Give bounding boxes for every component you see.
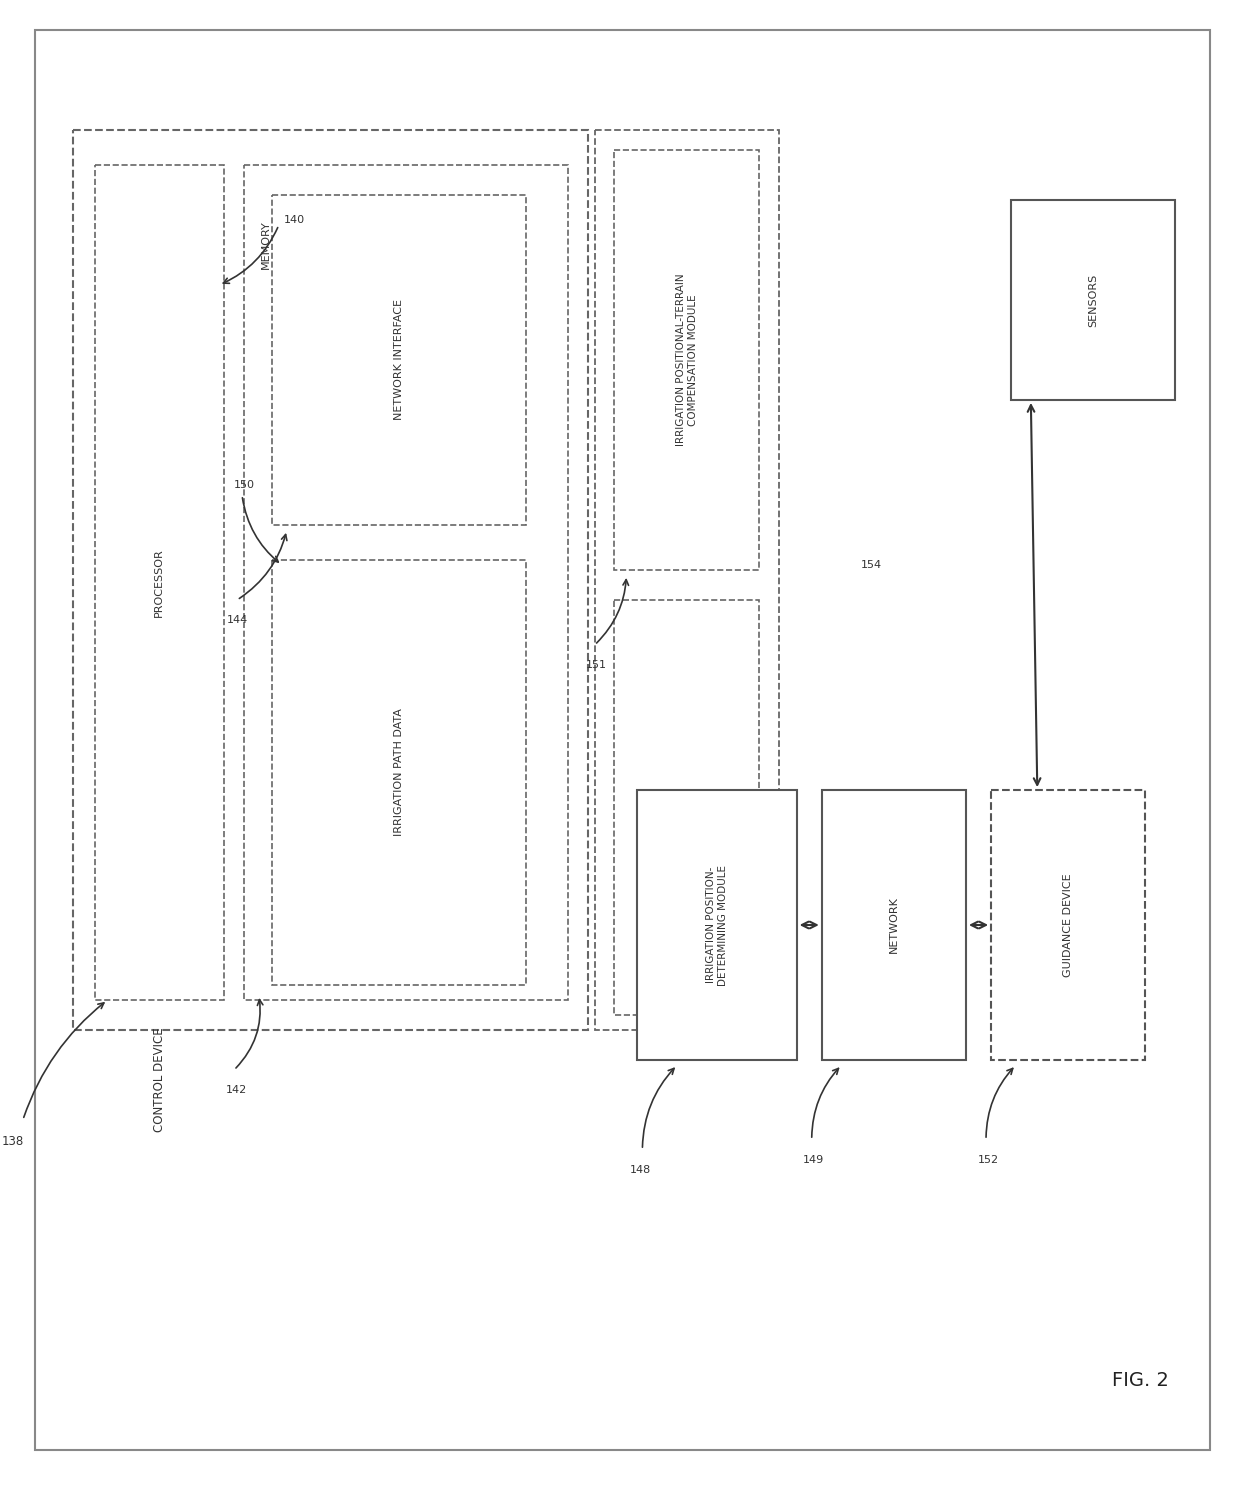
Text: CONTROL DEVICE: CONTROL DEVICE bbox=[153, 1028, 166, 1132]
Text: IRRIGATION POSITIONAL-TERRAIN
COMPENSATION MODULE: IRRIGATION POSITIONAL-TERRAIN COMPENSATI… bbox=[676, 273, 698, 447]
Text: PROCESSOR: PROCESSOR bbox=[154, 548, 165, 616]
Text: 140: 140 bbox=[284, 215, 305, 226]
Bar bbox=[1011, 200, 1176, 399]
Bar bbox=[94, 165, 224, 999]
Text: 150: 150 bbox=[233, 480, 254, 490]
Text: FIG. 2: FIG. 2 bbox=[1112, 1371, 1169, 1390]
Text: 152: 152 bbox=[977, 1155, 998, 1166]
Bar bbox=[73, 131, 588, 1031]
Bar bbox=[991, 790, 1146, 1060]
Text: NETWORK: NETWORK bbox=[889, 897, 899, 953]
Bar bbox=[637, 790, 797, 1060]
Text: 148: 148 bbox=[630, 1166, 651, 1175]
Text: IRRIGATION PATH DATA: IRRIGATION PATH DATA bbox=[394, 708, 404, 836]
Bar bbox=[272, 560, 526, 985]
Bar bbox=[244, 165, 568, 999]
Text: GUIDANCE DEVICE: GUIDANCE DEVICE bbox=[1063, 873, 1073, 977]
Text: 151: 151 bbox=[587, 659, 608, 670]
Bar bbox=[594, 131, 779, 1031]
Text: 138: 138 bbox=[1, 1135, 24, 1148]
Text: 144: 144 bbox=[227, 615, 248, 625]
Bar bbox=[615, 600, 759, 1016]
Text: SENSORS: SENSORS bbox=[1087, 273, 1099, 327]
Text: NETWORK INTERFACE: NETWORK INTERFACE bbox=[394, 300, 404, 420]
Text: 154: 154 bbox=[861, 560, 882, 570]
Text: IRRIGATION POSITION-
DETERMINING MODULE: IRRIGATION POSITION- DETERMINING MODULE bbox=[707, 864, 728, 986]
Bar bbox=[615, 150, 759, 570]
Bar bbox=[822, 790, 966, 1060]
Text: 149: 149 bbox=[804, 1155, 825, 1166]
Bar bbox=[272, 195, 526, 526]
Text: 142: 142 bbox=[226, 1086, 247, 1094]
Text: MEMORY: MEMORY bbox=[260, 221, 270, 269]
